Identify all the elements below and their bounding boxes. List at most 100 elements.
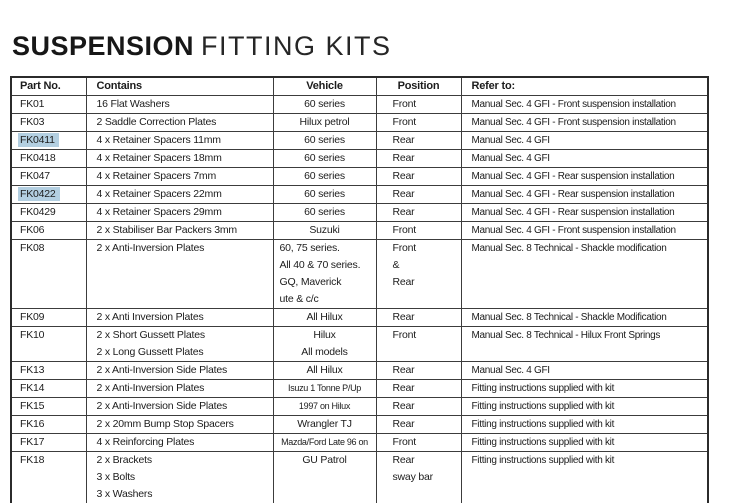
cell-position: Rear sway bar (375, 451, 462, 503)
part-no: FK01 (20, 98, 45, 110)
cell-refer-to: Manual Sec. 4 GFI - Front suspension ins… (460, 221, 709, 240)
cell-contains: 2 x Anti-Inversion Side Plates (85, 397, 274, 416)
cell-part-no: FK0418 (10, 149, 87, 168)
cell-part-no: FK01 (10, 95, 87, 114)
cell-position: Rear (375, 167, 462, 186)
cell-refer-to: Fitting instructions supplied with kit (460, 415, 709, 434)
part-no: FK17 (20, 436, 45, 448)
cell-contains: 2 x Anti Inversion Plates (85, 308, 274, 327)
cell-vehicle: All Hilux (272, 361, 377, 380)
table-row: FK10 2 x Short Gussett Plates 2 x Long Gus… (10, 326, 709, 362)
table-row: FK0411 4 x Retainer Spacers 11mm 60 series… (10, 131, 709, 150)
cell-part-no: FK15 (10, 397, 87, 416)
cell-vehicle: 60 series (272, 185, 377, 204)
cell-position: Rear (375, 149, 462, 168)
table-row: FK0418 4 x Retainer Spacers 18mm 60 series… (10, 149, 709, 168)
part-no-selected: FK0422 (18, 187, 60, 201)
table-row: FK0429 4 x Retainer Spacers 29mm 60 series… (10, 203, 709, 222)
cell-part-no: FK0411 (10, 131, 87, 150)
cell-part-no: FK17 (10, 433, 87, 452)
cell-position: Rear (375, 203, 462, 222)
part-no: FK09 (20, 311, 45, 323)
cell-position: Rear (375, 397, 462, 416)
cell-part-no: FK09 (10, 308, 87, 327)
cell-vehicle: Isuzu 1 Tonne P/Up (272, 379, 377, 398)
cell-position: Front (375, 433, 462, 452)
cell-position: Rear (375, 415, 462, 434)
part-no: FK15 (20, 400, 45, 412)
table-body: FK01 16 Flat Washers 60 series Front Manual … (10, 95, 709, 503)
part-no: FK0429 (20, 206, 56, 218)
cell-refer-to: Manual Sec. 4 GFI (460, 149, 709, 168)
cell-refer-to: Manual Sec. 8 Technical - Shackle Modifi… (460, 308, 709, 327)
cell-vehicle: 60 series (272, 95, 377, 114)
cell-contains: 2 x 20mm Bump Stop Spacers (85, 415, 274, 434)
cell-vehicle: Mazda/Ford Late 96 on (272, 433, 377, 452)
cell-part-no: FK16 (10, 415, 87, 434)
cell-refer-to: Fitting instructions supplied with kit (460, 451, 709, 503)
part-no: FK14 (20, 382, 45, 394)
cell-contains: 4 x Reinforcing Plates (85, 433, 274, 452)
table-row: FK15 2 x Anti-Inversion Side Plates 1997 o… (10, 397, 709, 416)
cell-vehicle: 1997 on Hilux (272, 397, 377, 416)
part-no: FK10 (20, 329, 45, 341)
cell-refer-to: Manual Sec. 4 GFI (460, 131, 709, 150)
table-row: FK06 2 x Stabiliser Bar Packers 3mm Suzuki… (10, 221, 709, 240)
cell-refer-to: Manual Sec. 8 Technical - Shackle modifi… (460, 239, 709, 309)
table-row: FK047 4 x Retainer Spacers 7mm 60 series Re… (10, 167, 709, 186)
cell-refer-to: Fitting instructions supplied with kit (460, 397, 709, 416)
cell-vehicle: 60, 75 series. All 40 & 70 series. GQ, Mav… (272, 239, 377, 309)
col-header-part-no: Part No. (10, 76, 87, 96)
cell-position: Front (375, 326, 462, 362)
cell-vehicle: Hilux All models (272, 326, 377, 362)
table-header-row: Part No. Contains Vehicle Position Refer… (10, 76, 709, 96)
cell-refer-to: Manual Sec. 4 GFI (460, 361, 709, 380)
table-row: FK17 4 x Reinforcing Plates Mazda/Ford Lat… (10, 433, 709, 452)
cell-contains: 2 x Anti-Inversion Plates (85, 379, 274, 398)
cell-part-no: FK10 (10, 326, 87, 362)
part-no: FK16 (20, 418, 45, 430)
fitting-kits-table: Part No. Contains Vehicle Position Refer… (10, 76, 709, 503)
cell-position: Rear (375, 131, 462, 150)
table-row: FK0422 4 x Retainer Spacers 22mm 60 series… (10, 185, 709, 204)
cell-part-no: FK0429 (10, 203, 87, 222)
cell-contains: 4 x Retainer Spacers 22mm (85, 185, 274, 204)
cell-vehicle: All Hilux (272, 308, 377, 327)
part-no: FK03 (20, 116, 45, 128)
cell-contains: 4 x Retainer Spacers 29mm (85, 203, 274, 222)
col-header-vehicle: Vehicle (272, 76, 377, 96)
cell-position: Rear (375, 361, 462, 380)
cell-refer-to: Manual Sec. 4 GFI - Rear suspension inst… (460, 167, 709, 186)
cell-part-no: FK13 (10, 361, 87, 380)
cell-contains: 4 x Retainer Spacers 11mm (85, 131, 274, 150)
table-row: FK08 2 x Anti-Inversion Plates 60, 75 seri… (10, 239, 709, 309)
cell-vehicle: 60 series (272, 167, 377, 186)
table-row: FK01 16 Flat Washers 60 series Front Manual … (10, 95, 709, 114)
part-no: FK0418 (20, 152, 56, 164)
part-no: FK047 (20, 170, 50, 182)
cell-position: Rear (375, 308, 462, 327)
cell-refer-to: Manual Sec. 8 Technical - Hilux Front Sp… (460, 326, 709, 362)
part-no: FK08 (20, 242, 45, 254)
cell-part-no: FK06 (10, 221, 87, 240)
cell-contains: 2 Saddle Correction Plates (85, 113, 274, 132)
cell-vehicle: GU Patrol (272, 451, 377, 503)
table-row: FK13 2 x Anti-Inversion Side Plates All Hi… (10, 361, 709, 380)
cell-vehicle: 60 series (272, 203, 377, 222)
cell-part-no: FK047 (10, 167, 87, 186)
col-header-refer-to: Refer to: (460, 76, 709, 96)
title-word-suspension: SUSPENSION (12, 31, 195, 61)
cell-vehicle: 60 series (272, 131, 377, 150)
cell-contains: 2 x Anti-Inversion Plates (85, 239, 274, 309)
cell-position: Front (375, 113, 462, 132)
cell-contains: 2 x Anti-Inversion Side Plates (85, 361, 274, 380)
cell-vehicle: Hilux petrol (272, 113, 377, 132)
part-no: FK06 (20, 224, 45, 236)
cell-vehicle: 60 series (272, 149, 377, 168)
cell-part-no: FK08 (10, 239, 87, 309)
cell-refer-to: Manual Sec. 4 GFI - Rear suspension inst… (460, 185, 709, 204)
cell-part-no: FK03 (10, 113, 87, 132)
cell-position: Rear (375, 185, 462, 204)
cell-refer-to: Fitting instructions supplied with kit (460, 433, 709, 452)
